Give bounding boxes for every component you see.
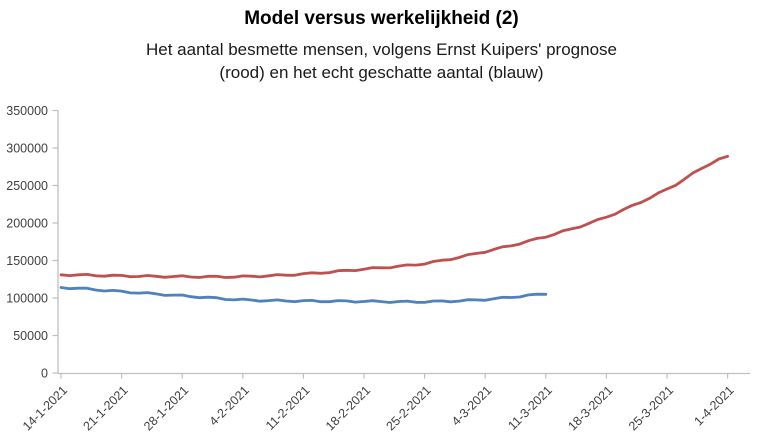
x-axis-tick-label: 18-2-2021 (323, 383, 373, 433)
x-axis-tick-label: 1-4-2021 (691, 383, 736, 428)
x-axis-tick-label: 11-2-2021 (263, 383, 313, 433)
x-axis-tick-label: 4-3-2021 (449, 383, 494, 428)
y-axis-tick-label: 50000 (13, 329, 48, 343)
y-axis-tick-label: 300000 (6, 142, 48, 156)
y-axis-tick-label: 0 (41, 367, 48, 381)
x-axis-tick-label: 14-1-2021 (20, 383, 70, 433)
x-axis-tick-label: 11-3-2021 (505, 383, 555, 433)
y-axis-tick-label: 100000 (6, 292, 48, 306)
x-axis-tick-label: 18-3-2021 (565, 383, 615, 433)
prognosis-line-red (59, 154, 729, 279)
x-axis-tick-label: 21-1-2021 (81, 383, 131, 433)
chart-subtitle-line2: (rood) en het echt geschatte aantal (bla… (219, 63, 544, 82)
y-axis-tick-label: 150000 (6, 254, 48, 268)
x-axis-tick-label: 4-2-2021 (207, 383, 252, 428)
chart-subtitle-line1: Het aantal besmette mensen, volgens Erns… (145, 40, 617, 59)
y-axis-tick-label: 250000 (6, 179, 48, 193)
y-axis-tick-label: 350000 (6, 104, 48, 118)
actual-line-blue (59, 286, 548, 304)
x-axis-tick-label: 28-1-2021 (141, 383, 191, 433)
y-axis-tick-label: 200000 (6, 217, 48, 231)
chart-title: Model versus werkelijkheid (2) (244, 8, 519, 29)
x-axis-tick-label: 25-2-2021 (384, 383, 434, 433)
x-axis-tick-label: 25-3-2021 (626, 383, 676, 433)
